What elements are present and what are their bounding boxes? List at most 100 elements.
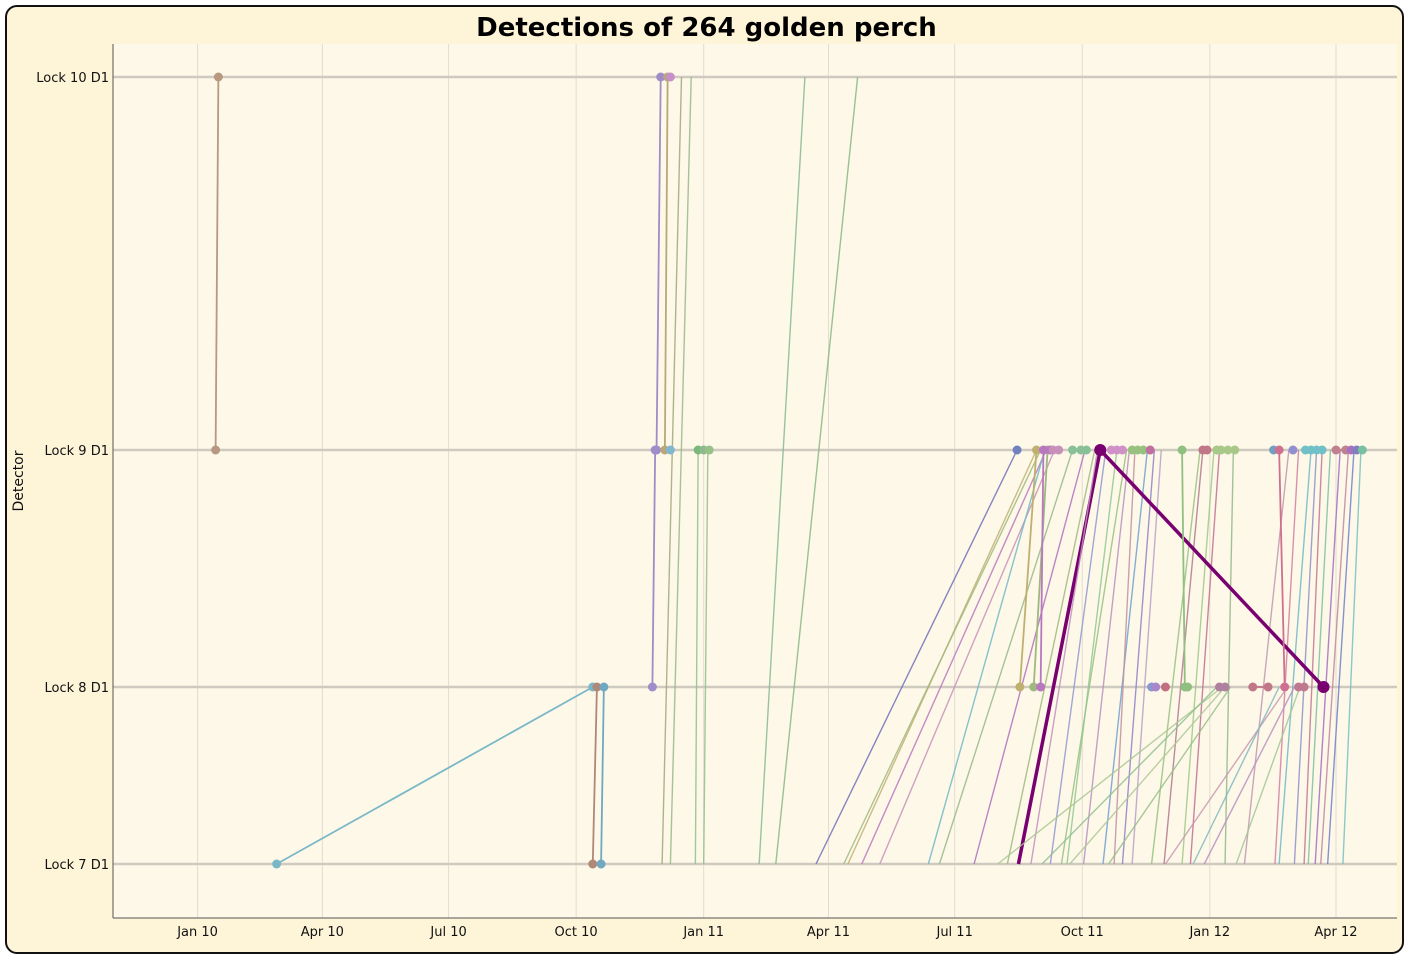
series-line [1066, 449, 1118, 865]
series-line [1278, 449, 1286, 688]
series-line [276, 686, 594, 865]
data-point [1317, 681, 1330, 693]
data-point [1029, 682, 1039, 692]
series-line [927, 449, 1046, 865]
data-point [272, 859, 282, 869]
x-tick-label: Apr 12 [1314, 925, 1357, 940]
x-tick-label: Jan 10 [176, 925, 218, 940]
data-point [665, 445, 675, 455]
data-point [1117, 445, 1127, 455]
data-point [1274, 445, 1284, 455]
y-axis-title: Detector [11, 450, 27, 511]
series-line [1082, 449, 1131, 865]
series-line [663, 76, 669, 451]
x-tick-label: Jul 11 [935, 925, 972, 940]
series-line [1131, 449, 1162, 865]
chart-frame: Detections of 264 golden perch Jan 10 Apr… [5, 5, 1404, 954]
data-point [704, 445, 714, 455]
data-point [1038, 445, 1048, 455]
series-line [973, 449, 1086, 865]
data-point [588, 859, 598, 869]
series-line [1320, 449, 1350, 865]
series-line [1326, 449, 1355, 865]
x-tick-label: Oct 11 [1061, 925, 1104, 940]
series-line [815, 449, 1018, 865]
data-point [1202, 445, 1212, 455]
series-line [1041, 686, 1218, 865]
series-line [1303, 449, 1323, 865]
series-line [1060, 449, 1128, 865]
series-line [1293, 449, 1318, 865]
data-point [1288, 445, 1298, 455]
data-point [1248, 682, 1258, 692]
series-line [1164, 686, 1289, 865]
series-line [1163, 449, 1204, 865]
series-line [1235, 686, 1301, 865]
series-line [1150, 449, 1201, 865]
x-tick-label: Jan 12 [1188, 925, 1230, 940]
plot-area [113, 44, 1397, 918]
series-line [1098, 448, 1325, 689]
data-point [1015, 682, 1025, 692]
series-line [1307, 449, 1332, 865]
series-line [997, 686, 1223, 865]
data-point [1216, 445, 1226, 455]
chart-title: Detections of 264 golden perch [476, 13, 937, 43]
series-line [1342, 449, 1362, 865]
data-point [599, 682, 609, 692]
y-tick-label: Lock 7 D1 [45, 858, 109, 873]
data-point [656, 72, 666, 82]
data-point [647, 682, 657, 692]
data-point [1068, 445, 1078, 455]
data-point [596, 859, 606, 869]
series-line [1121, 449, 1156, 865]
data-point [1263, 682, 1273, 692]
series-line [1181, 449, 1215, 865]
data-point [1331, 445, 1341, 455]
series-line [938, 449, 1074, 865]
data-point [592, 682, 602, 692]
series-line [1108, 686, 1232, 865]
data-point [1230, 445, 1240, 455]
data-point [1160, 682, 1170, 692]
data-point [1012, 445, 1022, 455]
data-point [1138, 445, 1148, 455]
series-line [1030, 449, 1099, 865]
series-line [1192, 686, 1280, 865]
x-tick-label: Jan 11 [682, 925, 724, 940]
x-tick-label: Apr 11 [807, 925, 850, 940]
series-line [1113, 449, 1136, 865]
series-line [1018, 449, 1038, 688]
series-line [758, 76, 806, 865]
series-line [1049, 449, 1107, 865]
data-point [1220, 682, 1230, 692]
series-line [1189, 449, 1221, 865]
data-point [1317, 445, 1327, 455]
data-point [1183, 682, 1193, 692]
data-point [1299, 682, 1309, 692]
data-point [1081, 445, 1091, 455]
series-line [1069, 686, 1226, 865]
series-line [600, 686, 605, 865]
series-line [1274, 449, 1300, 865]
data-point [1145, 445, 1155, 455]
series-line [214, 76, 220, 451]
series-line [702, 449, 709, 865]
x-tick-label: Apr 10 [301, 925, 344, 940]
data-point [1177, 445, 1187, 455]
series-line [1006, 449, 1096, 865]
series-line [669, 76, 692, 865]
data-point [1036, 682, 1046, 692]
series-line [591, 686, 598, 865]
series-line [1032, 449, 1049, 688]
series-line [775, 76, 859, 865]
data-point [1054, 445, 1064, 455]
data-point [1094, 444, 1107, 456]
data-point [1280, 682, 1290, 692]
series-line [843, 449, 1042, 865]
chart-svg: Jan 10 Apr 10 Jul 10 Oct 10 Jan 11 Apr 11 Jul … [11, 44, 1397, 940]
data-point [213, 72, 223, 82]
series-line [1203, 686, 1296, 865]
series-line [1314, 449, 1341, 865]
x-tick-label: Oct 10 [555, 925, 598, 940]
